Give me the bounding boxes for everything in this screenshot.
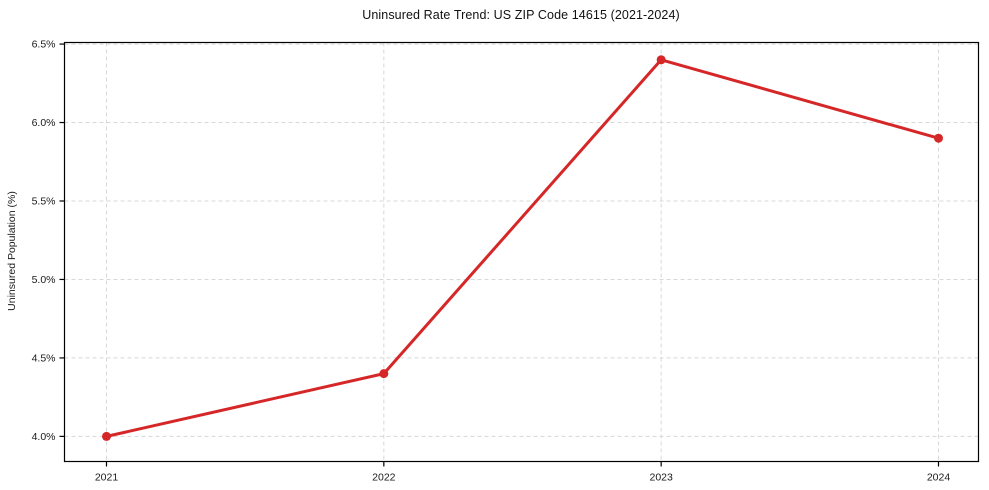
data-point-marker xyxy=(656,55,666,65)
plot-border xyxy=(63,41,980,463)
data-point-marker xyxy=(102,431,111,441)
data-point-marker xyxy=(379,369,389,379)
y-tick-label: 5.5% xyxy=(32,195,56,207)
chart-title: Uninsured Rate Trend: US ZIP Code 14615 … xyxy=(362,8,680,22)
y-tick-label: 5.0% xyxy=(32,274,56,286)
x-tick-label: 2021 xyxy=(95,472,119,484)
y-tick-label: 6.5% xyxy=(32,39,56,51)
x-tick-label: 2023 xyxy=(649,472,673,484)
trend-line xyxy=(105,58,940,438)
x-tick-label: 2024 xyxy=(927,472,951,484)
x-tick-label: 2022 xyxy=(372,472,396,484)
data-point-marker xyxy=(934,133,943,143)
y-tick-label: 4.5% xyxy=(32,352,56,364)
y-tick-label: 4.0% xyxy=(32,431,56,443)
y-tick-label: 6.0% xyxy=(32,117,56,129)
